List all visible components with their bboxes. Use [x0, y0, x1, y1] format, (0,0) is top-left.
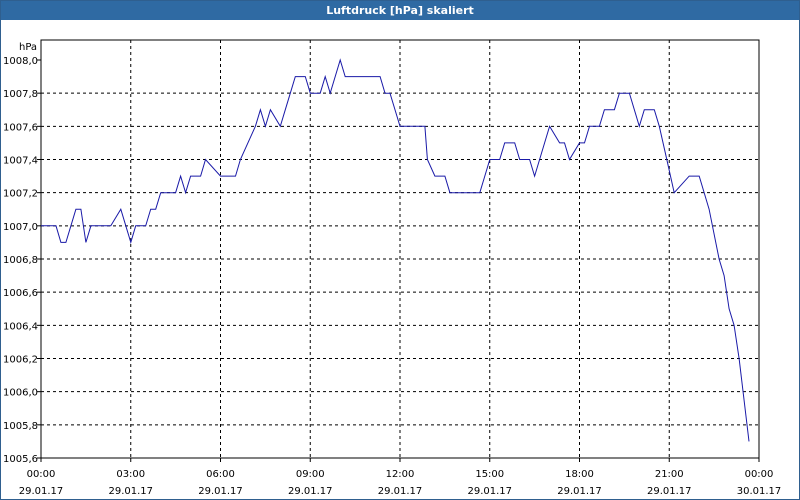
- x-tick-date: 29.01.17: [19, 486, 64, 497]
- x-tick-time: 00:00: [27, 469, 56, 480]
- y-tick-label: 1006,4: [3, 321, 38, 332]
- chart-title: Luftdruck [hPa] skaliert: [1, 1, 799, 20]
- plot-frame: [40, 39, 760, 459]
- y-tick-label: 1006,6: [3, 288, 38, 299]
- x-tick-date: 29.01.17: [198, 486, 243, 497]
- x-tick-time: 12:00: [386, 469, 415, 480]
- y-tick-label: 1005,8: [3, 421, 38, 432]
- y-axis-label: hPa: [19, 42, 37, 53]
- x-tick-time: 00:00: [745, 469, 774, 480]
- series-layer: [41, 58, 750, 442]
- y-tick-label: 1007,0: [3, 222, 38, 233]
- x-tick-date: 29.01.17: [467, 486, 512, 497]
- grid: [37, 39, 760, 462]
- x-tick-date: 29.01.17: [288, 486, 333, 497]
- x-tick-date: 29.01.17: [557, 486, 602, 497]
- x-tick-time: 21:00: [655, 469, 684, 480]
- y-tick-label: 1007,6: [3, 122, 38, 133]
- y-tick-label: 1007,4: [3, 156, 38, 167]
- y-tick-label: 1005,6: [3, 454, 38, 465]
- y-tick-label: 1006,2: [3, 355, 38, 366]
- x-tick-time: 09:00: [296, 469, 325, 480]
- x-tick-date: 30.01.17: [737, 486, 782, 497]
- x-tick-date: 29.01.17: [647, 486, 692, 497]
- x-tick-time: 06:00: [206, 469, 235, 480]
- y-tick-label: 1006,0: [3, 388, 38, 399]
- x-tick-time: 03:00: [116, 469, 145, 480]
- x-tick-time: 18:00: [565, 469, 594, 480]
- y-tick-label: 1007,8: [3, 89, 38, 100]
- x-tick-date: 29.01.17: [108, 486, 153, 497]
- axis-labels: 1005,6 1005,8 1006,0 1006,2 1006,4 1006,6 1006…: [3, 42, 781, 497]
- y-tick-label: 1007,2: [3, 189, 38, 200]
- series-line: [41, 58, 750, 442]
- x-tick-date: 29.01.17: [378, 486, 423, 497]
- x-tick-time: 15:00: [475, 469, 504, 480]
- y-tick-label: 1008,0: [3, 56, 38, 67]
- y-tick-label: 1006,8: [3, 255, 38, 266]
